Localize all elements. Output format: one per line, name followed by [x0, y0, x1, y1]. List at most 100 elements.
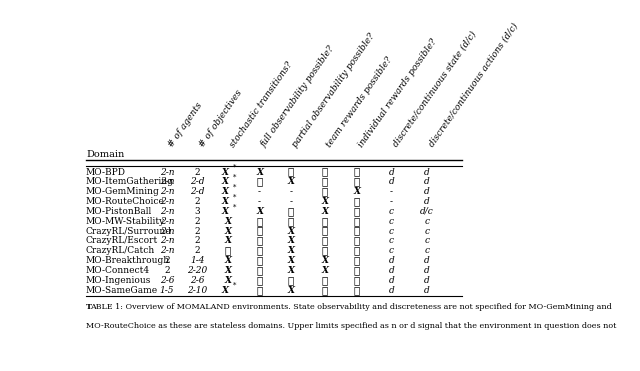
- Text: X: X: [222, 168, 229, 177]
- Text: Domain: Domain: [86, 150, 124, 159]
- Text: 2-10: 2-10: [188, 286, 207, 295]
- Text: MO-Ingenious: MO-Ingenious: [86, 276, 151, 285]
- Text: -: -: [258, 187, 261, 196]
- Text: *: *: [232, 203, 236, 211]
- Text: *: *: [232, 193, 236, 201]
- Text: partial observability possible?: partial observability possible?: [291, 32, 377, 149]
- Text: ✓: ✓: [257, 177, 262, 186]
- Text: X: X: [287, 266, 294, 275]
- Text: d: d: [388, 168, 394, 177]
- Text: ✓: ✓: [354, 217, 360, 226]
- Text: 2: 2: [195, 217, 200, 226]
- Text: CrazyRL/Catch: CrazyRL/Catch: [86, 246, 156, 255]
- Text: d: d: [424, 276, 430, 285]
- Text: individual rewards possible?: individual rewards possible?: [356, 37, 439, 149]
- Text: ✓: ✓: [287, 168, 294, 177]
- Text: 2-n: 2-n: [159, 207, 174, 216]
- Text: ✓: ✓: [321, 236, 328, 246]
- Text: MO-BPD: MO-BPD: [86, 168, 126, 177]
- Text: 2: 2: [195, 227, 200, 236]
- Text: 2: 2: [195, 236, 200, 246]
- Text: 2-n: 2-n: [159, 168, 174, 177]
- Text: -: -: [390, 187, 393, 196]
- Text: ABLE 1: Overview of MOMALAND environments. State observability and discreteness : ABLE 1: Overview of MOMALAND environment…: [90, 303, 612, 311]
- Text: d/c: d/c: [420, 207, 434, 216]
- Text: d: d: [424, 177, 430, 186]
- Text: -: -: [289, 187, 292, 196]
- Text: 2: 2: [195, 246, 200, 255]
- Text: ✓: ✓: [354, 227, 360, 236]
- Text: ✓: ✓: [257, 266, 262, 275]
- Text: X: X: [222, 207, 229, 216]
- Text: ✓: ✓: [257, 227, 262, 236]
- Text: X: X: [287, 227, 294, 236]
- Text: ✓: ✓: [321, 168, 328, 177]
- Text: d: d: [424, 187, 430, 196]
- Text: d: d: [424, 256, 430, 265]
- Text: X: X: [224, 227, 231, 236]
- Text: # of agents: # of agents: [167, 101, 204, 149]
- Text: 2-n: 2-n: [159, 187, 174, 196]
- Text: d: d: [424, 197, 430, 206]
- Text: 3: 3: [195, 207, 200, 216]
- Text: ✓: ✓: [321, 187, 328, 196]
- Text: ✓: ✓: [354, 207, 360, 216]
- Text: 2-n: 2-n: [159, 217, 174, 226]
- Text: ✓: ✓: [287, 207, 294, 216]
- Text: X: X: [224, 266, 231, 275]
- Text: d: d: [424, 168, 430, 177]
- Text: 2-d: 2-d: [190, 187, 205, 196]
- Text: X: X: [224, 256, 231, 265]
- Text: stochastic transitions?: stochastic transitions?: [228, 60, 294, 149]
- Text: X: X: [287, 236, 294, 246]
- Text: d: d: [424, 286, 430, 295]
- Text: 1-4: 1-4: [190, 256, 205, 265]
- Text: X: X: [224, 236, 231, 246]
- Text: X: X: [287, 177, 294, 186]
- Text: ✓: ✓: [354, 256, 360, 265]
- Text: MO-ItemGathering: MO-ItemGathering: [86, 177, 174, 186]
- Text: X: X: [353, 187, 360, 196]
- Text: c: c: [389, 227, 394, 236]
- Text: d: d: [424, 266, 430, 275]
- Text: X: X: [256, 168, 263, 177]
- Text: MO-PistonBall: MO-PistonBall: [86, 207, 152, 216]
- Text: CrazyRL/Escort: CrazyRL/Escort: [86, 236, 158, 246]
- Text: MO-Breakthrough: MO-Breakthrough: [86, 256, 170, 265]
- Text: ✓: ✓: [354, 246, 360, 255]
- Text: X: X: [287, 246, 294, 255]
- Text: ✓: ✓: [225, 246, 231, 255]
- Text: 1-5: 1-5: [159, 286, 174, 295]
- Text: ✓: ✓: [287, 217, 294, 226]
- Text: discrete/continuous state (d/c): discrete/continuous state (d/c): [392, 30, 479, 149]
- Text: c: c: [425, 236, 429, 246]
- Text: 2: 2: [164, 266, 170, 275]
- Text: X: X: [222, 286, 229, 295]
- Text: ✓: ✓: [257, 256, 262, 265]
- Text: MO-Connect4: MO-Connect4: [86, 266, 150, 275]
- Text: CrazyRL/Surround: CrazyRL/Surround: [86, 227, 172, 236]
- Text: X: X: [256, 207, 263, 216]
- Text: ✓: ✓: [321, 286, 328, 295]
- Text: ✓: ✓: [354, 168, 360, 177]
- Text: 2-n: 2-n: [159, 197, 174, 206]
- Text: X: X: [222, 197, 229, 206]
- Text: MO-SameGame: MO-SameGame: [86, 286, 158, 295]
- Text: MO-RouteChoice as these are stateless domains. Upper limits specified as n or d : MO-RouteChoice as these are stateless do…: [86, 322, 616, 329]
- Text: X: X: [321, 207, 328, 216]
- Text: X: X: [222, 187, 229, 196]
- Text: ✓: ✓: [321, 217, 328, 226]
- Text: d: d: [388, 276, 394, 285]
- Text: *: *: [232, 183, 236, 191]
- Text: ✓: ✓: [257, 217, 262, 226]
- Text: X: X: [287, 286, 294, 295]
- Text: *: *: [232, 164, 236, 172]
- Text: *: *: [232, 282, 236, 290]
- Text: ✓: ✓: [321, 227, 328, 236]
- Text: c: c: [389, 246, 394, 255]
- Text: c: c: [389, 207, 394, 216]
- Text: full observability possible?: full observability possible?: [260, 44, 337, 149]
- Text: ✓: ✓: [257, 236, 262, 246]
- Text: ✓: ✓: [257, 286, 262, 295]
- Text: X: X: [224, 217, 231, 226]
